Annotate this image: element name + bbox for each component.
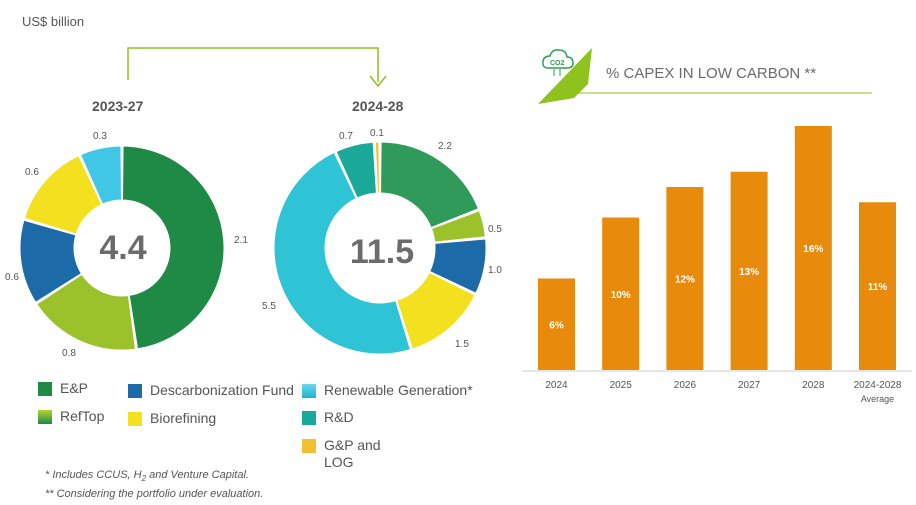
donut-left-slice-4 [79, 145, 123, 205]
legend-item-renewable: Renewable Generation* [302, 382, 473, 398]
bar-2024 [538, 278, 575, 370]
donut-left-slice-1 [36, 273, 137, 351]
bar-value-label: 12% [675, 275, 695, 286]
bar-tick-label: 2027 [737, 380, 761, 391]
bar-value-label: 6% [549, 320, 564, 331]
bar-value-label: 13% [739, 267, 759, 278]
donut-right-label-renewable: 5.5 [262, 301, 276, 312]
bar-value-label: 16% [803, 244, 823, 255]
donut-left-label-ep: 2.1 [234, 235, 248, 246]
donut-right-total: 11.5 [349, 233, 415, 271]
legend-label: R&D [324, 409, 354, 425]
donut-left-slice-2 [19, 219, 83, 303]
co2-cloud-icon: CO2 [542, 49, 574, 76]
unit-label: US$ billion [22, 14, 85, 29]
donut-left-label-fund: 0.6 [5, 272, 19, 283]
bar-tick-label: 2024 [545, 380, 568, 391]
legend-label: RefTop [60, 408, 105, 424]
donut-right-slice-2 [429, 238, 487, 294]
bar-tick-sublabel: Average [860, 394, 895, 404]
bar-2028 [794, 126, 832, 370]
donut-right-label-ep: 2.2 [438, 141, 452, 152]
legend-swatch [302, 439, 316, 453]
legend-swatch [38, 382, 52, 396]
donut-right-slice-0 [380, 141, 480, 229]
donut-right-slice-3 [396, 271, 476, 350]
donut-right-slice-1 [430, 210, 486, 243]
bar-value-label: 11% [868, 282, 888, 293]
legend-swatch [128, 384, 142, 398]
footnote-1-text: * Includes CCUS, H [45, 469, 142, 481]
legend-swatch [302, 384, 316, 398]
footnote-1: * Includes CCUS, H2 and Venture Capital. [45, 469, 249, 483]
donut-right-label-fund: 1.0 [488, 265, 502, 276]
legend-item-rd: R&D [302, 409, 354, 425]
legend-swatch [302, 411, 316, 425]
bar-chart-header [538, 48, 872, 104]
donut-right-label-reftop: 0.5 [488, 224, 502, 235]
legend-label: Renewable Generation* [324, 382, 473, 398]
bar-chart-title: % CAPEX IN LOW CARBON ** [606, 65, 817, 82]
bar-tick-label: 2028 [802, 380, 825, 391]
legend-label: G&P and LOG [324, 437, 381, 470]
legend-label: Descarbonization Fund [150, 382, 294, 398]
bar-tick-label: 2025 [609, 380, 632, 391]
bar-2026 [666, 187, 704, 370]
leaf-accent [538, 48, 592, 104]
donut-right-slice-5 [335, 141, 377, 199]
donut-left-slice-3 [23, 155, 103, 235]
footnote-2: ** Considering the portfolio under evalu… [45, 488, 264, 500]
donut-right-slice-6 [374, 141, 380, 194]
bar-value-label: 10% [611, 290, 631, 301]
period-left: 2023-27 [92, 98, 144, 114]
co2-text: CO2 [550, 60, 565, 67]
legend-label: E&P [60, 380, 89, 396]
legend-item-biorefining: Biorefining [128, 410, 216, 426]
bar-2024-2028 [859, 202, 896, 370]
legend-item-fund: Descarbonization Fund [128, 382, 294, 398]
donut-left-label-biorefining: 0.6 [25, 167, 39, 178]
legend-item-reftop: RefTop [38, 408, 104, 424]
legend-label: Biorefining [150, 410, 217, 426]
legend-swatch [128, 412, 142, 426]
legend-item-ep: E&P [38, 380, 88, 396]
donut-right-label-gp: 0.1 [370, 128, 384, 139]
donut-right-label-biorefining: 1.5 [455, 339, 469, 350]
donut-left-slice-0 [121, 145, 225, 350]
legend-item-gp: G&P and LOG [302, 437, 412, 471]
donut-left-label-reftop: 0.8 [62, 348, 76, 359]
donut-right-label-rd: 0.7 [339, 131, 353, 142]
footnote-1-sub: 2 [141, 474, 147, 484]
donut-right-slice-4 [273, 151, 411, 355]
donut-left-total: 4.4 [99, 229, 147, 267]
bar-tick-label: 2024-2028 [853, 380, 902, 391]
donut-left-label-renewable: 0.3 [93, 131, 107, 142]
period-right: 2024-28 [352, 98, 404, 114]
footnote-1-text-end: and Venture Capital. [146, 469, 249, 481]
bar-tick-label: 2026 [673, 380, 697, 391]
legend-swatch [38, 410, 52, 424]
bar-2025 [602, 217, 640, 370]
bar-2027 [730, 171, 768, 370]
